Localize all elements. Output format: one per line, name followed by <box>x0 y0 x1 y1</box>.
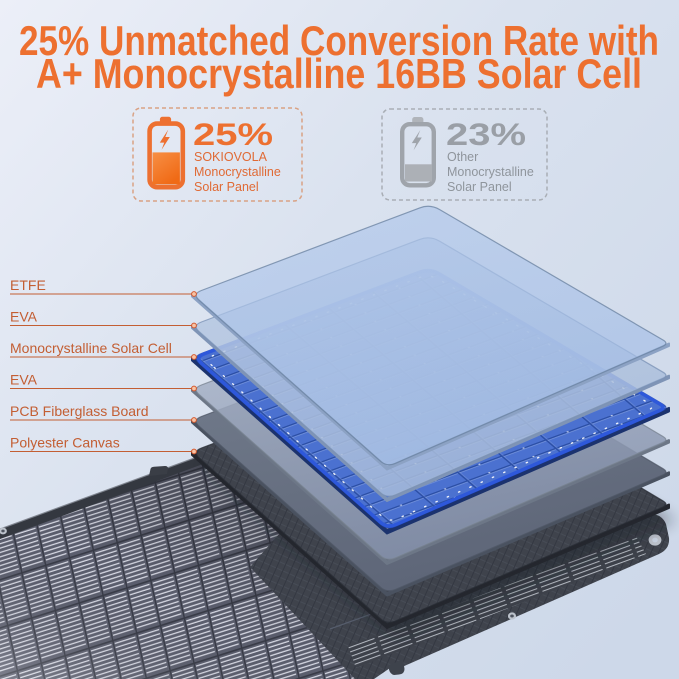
svg-text:SOKIOVOLA: SOKIOVOLA <box>194 150 268 164</box>
svg-text:EVA: EVA <box>10 309 38 325</box>
svg-text:Monocrystalline Solar Cell: Monocrystalline Solar Cell <box>10 340 172 356</box>
svg-text:EVA: EVA <box>10 372 38 388</box>
svg-text:A+ Monocrystalline 16BB Solar: A+ Monocrystalline 16BB Solar Cell <box>36 50 642 97</box>
svg-text:25% Unmatched Conversion Rate: 25% Unmatched Conversion Rate with <box>19 17 659 64</box>
svg-text:Solar Panel: Solar Panel <box>194 180 259 194</box>
svg-text:ETFE: ETFE <box>10 277 46 293</box>
svg-text:Other: Other <box>447 150 478 164</box>
svg-text:PCB Fiberglass Board: PCB Fiberglass Board <box>10 403 149 419</box>
svg-text:23%: 23% <box>446 116 526 152</box>
svg-text:25%: 25% <box>193 116 273 152</box>
svg-text:Polyester Canvas: Polyester Canvas <box>10 435 120 451</box>
svg-text:Solar Panel: Solar Panel <box>447 180 512 194</box>
svg-text:Monocrystalline: Monocrystalline <box>447 165 534 179</box>
svg-text:Monocrystalline: Monocrystalline <box>194 165 281 179</box>
